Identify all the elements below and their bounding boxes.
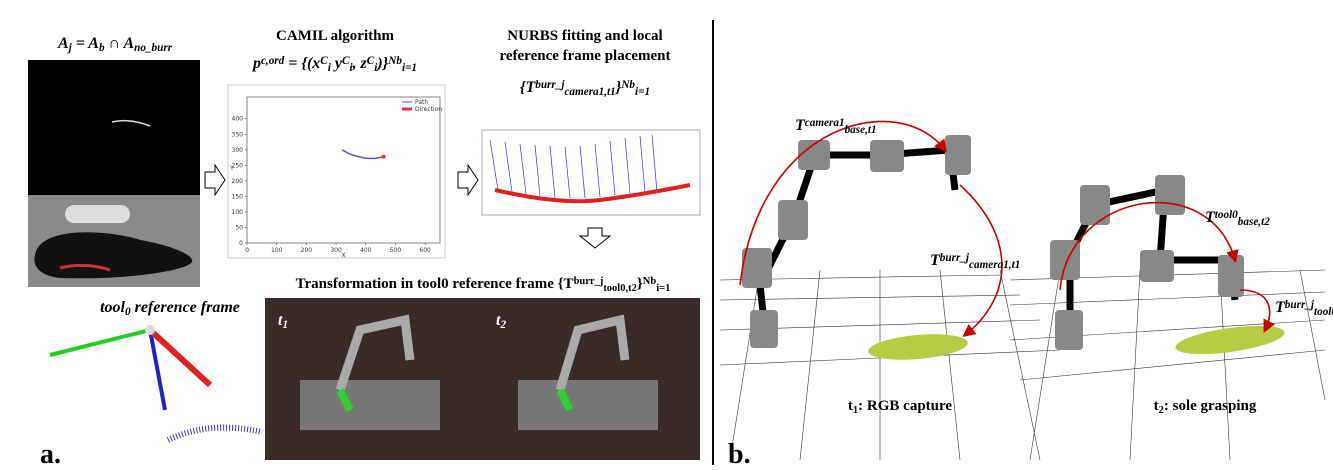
text-part: reference frame bbox=[131, 299, 240, 316]
y-tick-label: 100 bbox=[232, 209, 244, 216]
camil-formula: pc,ord = {(xCi yCi, zCi)}Nbi=1 bbox=[251, 55, 417, 75]
x-tick-label: 500 bbox=[390, 247, 402, 254]
text-part: {T bbox=[520, 79, 537, 96]
text-part: : RGB capture bbox=[858, 398, 952, 414]
nurbs-title: reference frame placement bbox=[499, 48, 670, 64]
panel-label: b. bbox=[728, 439, 751, 470]
text-part: camera1 bbox=[805, 117, 845, 129]
text-part: = A bbox=[72, 35, 100, 52]
text-part: i=1 bbox=[402, 62, 417, 74]
text-part: = {(x bbox=[284, 55, 320, 72]
text-part: Nb bbox=[643, 276, 657, 287]
text-part: burr_j bbox=[1285, 299, 1315, 311]
x-axis-label: X bbox=[341, 252, 345, 259]
text-part: Nb bbox=[620, 79, 635, 91]
text-part: Transformation in tool0 reference frame … bbox=[296, 276, 574, 292]
arrow bbox=[580, 228, 610, 248]
text-part: : sole grasping bbox=[1164, 398, 1257, 414]
mask-title: Aj = Ab ∩ Ano_burr bbox=[57, 35, 173, 54]
text-part: camera1,t1 bbox=[564, 86, 615, 98]
text-part: tool0,t2 bbox=[603, 283, 637, 294]
text-part: tool0 bbox=[1215, 209, 1238, 221]
y-tick-label: 0 bbox=[239, 240, 243, 247]
text-part: 1 bbox=[282, 319, 288, 331]
y-tick-label: 300 bbox=[232, 147, 244, 154]
text-part: base,t2 bbox=[1238, 216, 1270, 228]
y-axis-label: Y bbox=[229, 165, 234, 172]
nurbs-formula: {Tburr_jcamera1,t1}Nbi=1 bbox=[520, 79, 650, 99]
mask-image bbox=[28, 60, 200, 195]
text-part: base,t1 bbox=[845, 124, 877, 136]
text-part: A bbox=[57, 35, 69, 52]
text-part: ∩ A bbox=[105, 35, 135, 52]
x-tick-label: 200 bbox=[301, 247, 313, 254]
y-tick-label: 50 bbox=[235, 224, 243, 231]
legend-label: Path bbox=[415, 99, 428, 106]
caption: t2: sole grasping bbox=[1154, 398, 1257, 416]
text-part: burr_j bbox=[574, 276, 604, 287]
x-tick-label: 400 bbox=[360, 247, 372, 254]
transform-label: Ttool0base,t2 bbox=[1205, 209, 1270, 229]
text-part: burr_j bbox=[940, 252, 970, 264]
text-part: i=1 bbox=[635, 86, 650, 98]
transform-label: Tcamera1base,t1 bbox=[795, 117, 877, 137]
text-part: tool0,t2 bbox=[1314, 306, 1333, 318]
transform-label: Tburr_jcamera1,t1 bbox=[930, 252, 1020, 272]
x-tick-label: 300 bbox=[330, 247, 342, 254]
x-tick-label: 600 bbox=[419, 247, 431, 254]
panel-label: a. bbox=[40, 439, 61, 470]
x-tick-label: 0 bbox=[245, 247, 249, 254]
text-part: burr_j bbox=[535, 79, 565, 91]
x-tick-label: 100 bbox=[271, 247, 283, 254]
text-part: )} bbox=[375, 55, 388, 72]
y-tick-label: 400 bbox=[232, 116, 244, 123]
frame-axes bbox=[50, 325, 262, 440]
y-tick-label: 200 bbox=[232, 178, 244, 185]
y-tick-label: 350 bbox=[232, 131, 244, 138]
object bbox=[65, 205, 130, 223]
legend-label: Direction bbox=[415, 106, 442, 113]
frame-title: tool0 reference frame bbox=[100, 299, 240, 318]
direction-head bbox=[382, 155, 386, 159]
text-part: Nb bbox=[387, 55, 402, 67]
camil-title: CAMIL algorithm bbox=[276, 28, 394, 44]
text-part: 2 bbox=[499, 319, 506, 331]
plot-frame bbox=[228, 85, 445, 258]
figure: 0100200300400500600050100150200250300350… bbox=[0, 0, 1333, 470]
transform-title: Transformation in tool0 reference frame … bbox=[296, 276, 671, 295]
text-part: camera1,t1 bbox=[969, 259, 1020, 271]
text-part: c,ord bbox=[261, 55, 285, 67]
arrow bbox=[205, 165, 225, 195]
text-part: no_burr bbox=[134, 42, 173, 54]
text-part: , z bbox=[352, 55, 368, 72]
text-part: p bbox=[251, 55, 261, 72]
text-part: i=1 bbox=[656, 283, 670, 294]
robot-arms bbox=[742, 135, 1244, 350]
caption: t1: RGB capture bbox=[848, 398, 952, 416]
arrow bbox=[458, 165, 478, 195]
transform-label: Tburr_jtool0,t2 bbox=[1275, 299, 1333, 319]
text-part: tool bbox=[100, 299, 125, 316]
y-tick-label: 150 bbox=[232, 193, 244, 200]
nurbs-title: NURBS fitting and local bbox=[507, 28, 662, 44]
